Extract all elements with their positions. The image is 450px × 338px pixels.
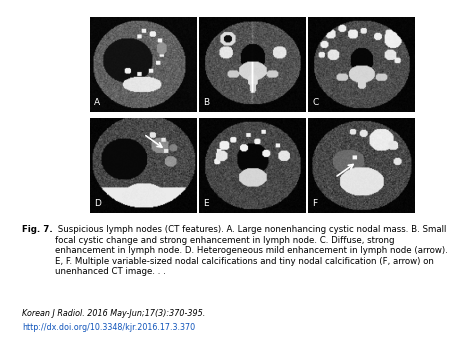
Text: E: E	[203, 199, 209, 208]
Text: C: C	[312, 98, 318, 107]
Text: B: B	[203, 98, 209, 107]
Text: A: A	[94, 98, 100, 107]
Text: http://dx.doi.org/10.3348/kjr.2016.17.3.370: http://dx.doi.org/10.3348/kjr.2016.17.3.…	[22, 323, 196, 332]
Text: D: D	[94, 199, 101, 208]
Text: Korean J Radiol. 2016 May-Jun;17(3):370-395.: Korean J Radiol. 2016 May-Jun;17(3):370-…	[22, 309, 206, 318]
Text: Fig. 7.: Fig. 7.	[22, 225, 53, 235]
Text: F: F	[312, 199, 317, 208]
Text: Suspicious lymph nodes (CT features). A. Large nonenhancing cystic nodal mass. B: Suspicious lymph nodes (CT features). A.…	[55, 225, 448, 276]
